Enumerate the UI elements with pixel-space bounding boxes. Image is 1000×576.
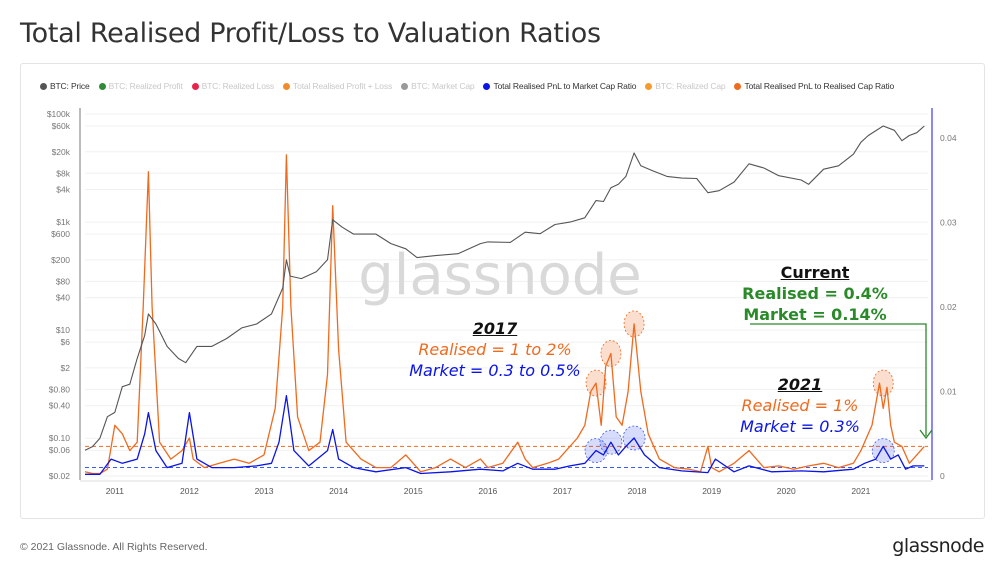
copyright: © 2021 Glassnode. All Rights Reserved. bbox=[20, 541, 208, 553]
annotation-2017: 2017 Realised = 1 to 2% Market = 0.3 to … bbox=[390, 318, 600, 381]
y-left-tick-label: $10 bbox=[56, 325, 70, 335]
annotation-2017-heading: 2017 bbox=[472, 319, 518, 338]
legend-item[interactable]: Total Realised Profit + Loss bbox=[283, 81, 392, 91]
y-left-tick-label: $600 bbox=[51, 229, 70, 239]
x-tick-label: 2017 bbox=[553, 486, 572, 496]
x-tick-label: 2016 bbox=[478, 486, 497, 496]
y-left-tick-label: $40 bbox=[56, 293, 70, 303]
legend-dot-icon bbox=[401, 82, 409, 90]
page-title: Total Realised Profit/Loss to Valuation … bbox=[20, 18, 601, 49]
legend-label: BTC: Price bbox=[50, 81, 90, 91]
x-tick-label: 2021 bbox=[851, 486, 870, 496]
annotation-2021: 2021 Realised = 1% Market = 0.3% bbox=[720, 374, 880, 437]
legend-label: Total Realised PnL to Realised Cap Ratio bbox=[744, 81, 895, 91]
annotation-current-market: Market = 0.14% bbox=[743, 305, 887, 324]
legend-dot-icon bbox=[98, 82, 106, 90]
brand-logo: glassnode bbox=[892, 535, 984, 557]
y-left-tick-label: $0.80 bbox=[49, 384, 71, 394]
watermark: glassnode bbox=[358, 243, 642, 308]
y-right-tick-label: 0 bbox=[940, 471, 945, 481]
y-left-tick-label: $0.06 bbox=[49, 445, 71, 455]
x-tick-label: 2014 bbox=[329, 486, 348, 496]
x-tick-label: 2020 bbox=[777, 486, 796, 496]
x-tick-label: 2011 bbox=[106, 486, 125, 496]
x-tick-label: 2012 bbox=[180, 486, 199, 496]
series-line-total-realised-pnl-to-market-cap-ratio bbox=[85, 395, 925, 475]
legend-dot-icon bbox=[645, 82, 653, 90]
annotation-current-heading: Current bbox=[780, 263, 850, 282]
y-left-tick-label: $6 bbox=[61, 337, 71, 347]
legend-item[interactable]: Total Realised PnL to Market Cap Ratio bbox=[483, 81, 636, 91]
legend-item[interactable]: BTC: Market Cap bbox=[401, 81, 475, 91]
series-line-btc-price bbox=[84, 125, 925, 451]
y-left-tick-label: $200 bbox=[51, 255, 70, 265]
annotation-2021-market: Market = 0.3% bbox=[740, 417, 860, 436]
annotation-current-realised: Realised = 0.4% bbox=[742, 284, 888, 303]
y-right-tick-label: 0.04 bbox=[940, 133, 957, 143]
y-right-tick-label: 0.03 bbox=[940, 218, 957, 228]
legend: BTC: Price BTC: Realized Profit BTC: Reali… bbox=[40, 81, 894, 91]
annotation-2017-realised: Realised = 1 to 2% bbox=[418, 340, 572, 359]
x-tick-label: 2018 bbox=[628, 486, 647, 496]
legend-item[interactable]: BTC: Realized Loss bbox=[191, 81, 275, 91]
y-left-tick-label: $100k bbox=[47, 109, 71, 119]
x-tick-label: 2013 bbox=[255, 486, 274, 496]
y-left-tick-label: $2 bbox=[61, 363, 71, 373]
y-right-tick-label: 0.01 bbox=[940, 387, 957, 397]
current-arrow-line bbox=[750, 323, 927, 436]
y-left-tick-label: $0.02 bbox=[49, 471, 71, 481]
legend-item[interactable]: Total Realised PnL to Realised Cap Ratio bbox=[734, 81, 894, 91]
legend-label: Total Realised Profit + Loss bbox=[293, 81, 393, 91]
x-tick-label: 2019 bbox=[702, 486, 721, 496]
arrow-head-icon bbox=[919, 429, 933, 440]
annotation-2021-realised: Realised = 1% bbox=[741, 396, 859, 415]
y-left-tick-label: $80 bbox=[56, 276, 70, 286]
legend-dot-icon bbox=[191, 82, 199, 90]
legend-dot-icon bbox=[734, 82, 742, 90]
legend-dot-icon bbox=[283, 82, 291, 90]
x-tick-label: 2015 bbox=[404, 486, 423, 496]
y-left-tick-label: $1k bbox=[56, 217, 70, 227]
y-left-tick-label: $0.10 bbox=[49, 433, 71, 443]
series-line-total-realised-pnl-to-realised-cap-ratio bbox=[84, 154, 925, 475]
y-left-tick-label: $20k bbox=[52, 147, 71, 157]
y-right-tick-label: 0.02 bbox=[940, 302, 957, 312]
y-left-tick-label: $4k bbox=[56, 185, 70, 195]
y-left-tick-label: $8k bbox=[56, 168, 70, 178]
annotation-2021-heading: 2021 bbox=[777, 375, 823, 394]
y-left-tick-label: $60k bbox=[52, 121, 71, 131]
legend-item[interactable]: BTC: Realized Cap bbox=[645, 81, 726, 91]
legend-label: BTC: Realized Cap bbox=[655, 81, 726, 91]
legend-label: BTC: Realized Loss bbox=[201, 81, 275, 91]
legend-item[interactable]: BTC: Price bbox=[40, 81, 90, 91]
annotation-2017-market: Market = 0.3 to 0.5% bbox=[409, 361, 581, 380]
legend-dot-icon bbox=[40, 82, 47, 90]
chart-card bbox=[20, 63, 985, 519]
legend-dot-icon bbox=[483, 82, 491, 90]
legend-label: Total Realised PnL to Market Cap Ratio bbox=[493, 81, 637, 91]
legend-item[interactable]: BTC: Realized Profit bbox=[98, 81, 183, 91]
annotation-current: Current Realised = 0.4% Market = 0.14% bbox=[730, 262, 900, 325]
y-left-tick-label: $0.40 bbox=[49, 401, 71, 411]
legend-label: BTC: Market Cap bbox=[411, 81, 475, 91]
legend-label: BTC: Realized Profit bbox=[108, 81, 183, 91]
